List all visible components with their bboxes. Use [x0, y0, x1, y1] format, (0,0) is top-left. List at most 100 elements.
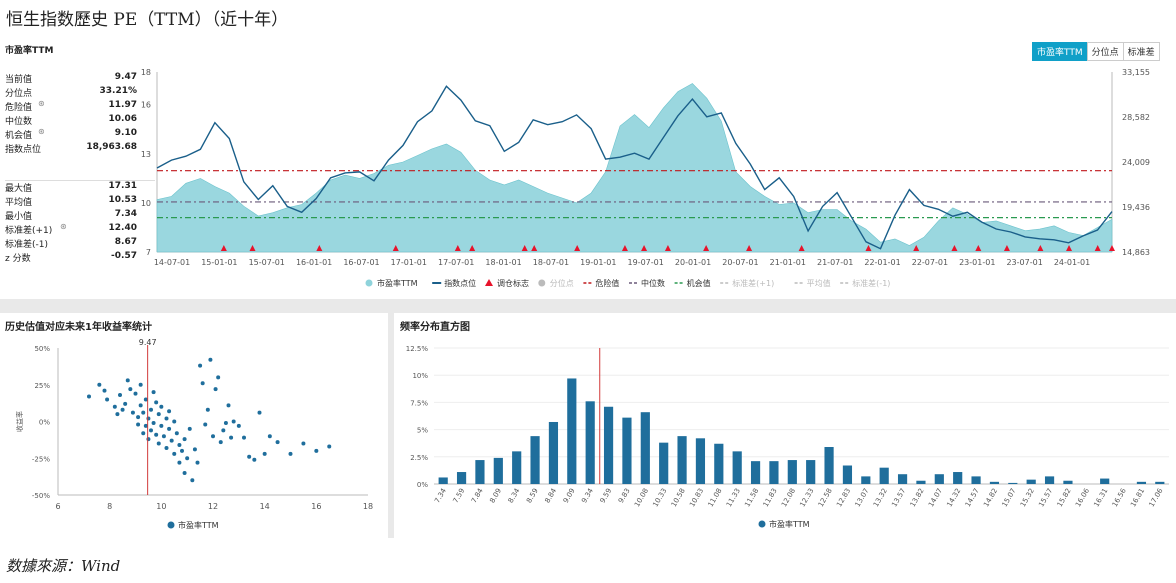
legend-label: 中位数 — [641, 278, 665, 288]
x-tick: 11.58 — [743, 487, 760, 508]
x-tick: 12.83 — [835, 487, 852, 508]
scatter-point — [141, 410, 146, 415]
x-tick: 7.34 — [433, 487, 448, 505]
histogram-bar — [1155, 481, 1165, 484]
x-tick: 22-01-01 — [864, 258, 900, 267]
histogram-bar — [603, 406, 614, 484]
x-tick: 9.83 — [617, 487, 632, 505]
histogram-bar — [585, 401, 595, 484]
histogram-bar — [475, 460, 485, 484]
scatter-point — [156, 441, 161, 446]
histogram-bar — [438, 477, 448, 484]
scatter-point — [115, 412, 120, 417]
scatter-point — [236, 423, 241, 428]
scatter-point — [288, 451, 293, 456]
legend-label: 危险值 — [595, 278, 619, 288]
histogram-bar — [640, 412, 650, 484]
x-tick: 19-01-01 — [580, 258, 616, 267]
y-left-tick: 18 — [141, 68, 151, 77]
x-tick: 11.33 — [725, 487, 742, 508]
stat-std-plus: 标准差(+1) ⊛ 12.40 — [5, 222, 137, 236]
x-tick: 21-01-01 — [770, 258, 806, 267]
x-tick: 11.83 — [762, 487, 779, 508]
histogram-bar — [695, 438, 706, 484]
y-right-tick: 33,155 — [1122, 68, 1150, 77]
rebalance-marker — [249, 245, 256, 251]
scatter-point — [136, 415, 141, 420]
x-tick: 24-01-01 — [1054, 258, 1090, 267]
histogram-bar — [989, 481, 1000, 484]
x-tick: 12.58 — [817, 487, 834, 508]
rebalance-marker — [1003, 245, 1010, 251]
scatter-point — [136, 422, 141, 427]
scatter-point — [314, 448, 319, 453]
rebalance-marker — [454, 245, 461, 251]
x-tick: 9.59 — [599, 487, 614, 505]
histogram-bar — [897, 474, 908, 484]
current-value-label: 9.47 — [139, 338, 157, 347]
y-tick: -50% — [32, 492, 50, 500]
scatter-point — [102, 388, 107, 393]
histogram-title: 频率分布直方图 — [400, 322, 470, 333]
view-toggle: 市盈率TTM 分位点 标准差 — [1032, 42, 1160, 61]
page-title: 恒生指数歷史 PE（TTM）（近十年） — [6, 10, 289, 30]
btn-percentile[interactable]: 分位点 — [1086, 42, 1124, 61]
histogram-bar — [1063, 480, 1073, 484]
scatter-point — [143, 397, 148, 402]
scatter-point — [87, 394, 91, 399]
btn-stddev[interactable]: 标准差 — [1122, 42, 1160, 61]
histogram-bar — [787, 460, 797, 484]
scatter-point — [151, 420, 156, 425]
x-tick: 8.34 — [507, 487, 522, 505]
scatter-point — [128, 387, 133, 392]
x-tick: 16.06 — [1074, 487, 1091, 509]
return-scatter-chart: -50% -25% 0% 25% 50% 6 8 10 12 14 16 18 收益率 9.47 市盈率TT… — [15, 338, 373, 530]
legend-label: 市盈率TTM — [769, 519, 810, 529]
x-tick: 16.81 — [1129, 487, 1146, 508]
legend-item: 平均值 — [794, 278, 831, 288]
x-tick: 14.07 — [927, 487, 944, 508]
y-tick: 0% — [417, 481, 428, 489]
legend-label: 标准差(-1) — [852, 278, 890, 288]
scatter-point — [213, 387, 218, 392]
frequency-histogram: 0% 2.5% 5% 7.5% 10% 12.5% 7.34 7.59 7.84 8.09 8.34… — [406, 345, 1169, 529]
x-tick: 15-07-01 — [249, 258, 285, 267]
y-tick: 25% — [34, 382, 50, 390]
y-tick: 7.5% — [410, 399, 428, 407]
section-separator — [0, 299, 1176, 313]
histogram-bar — [1044, 476, 1055, 484]
data-source: 数據來源：Wind — [6, 557, 121, 575]
legend-dot-icon — [538, 279, 546, 287]
legend-label: 分位点 — [550, 278, 574, 288]
scatter-point — [200, 381, 205, 386]
section-label: 市盈率TTM — [5, 46, 54, 56]
legend-dot-icon — [365, 279, 373, 287]
scatter-point — [138, 382, 143, 387]
x-tick: 13.57 — [890, 487, 907, 508]
info-icon[interactable]: ⊛ — [60, 222, 67, 231]
x-tick: 14-07-01 — [154, 258, 190, 267]
scatter-point — [182, 437, 187, 442]
scatter-point — [156, 412, 161, 417]
rebalance-marker — [798, 245, 805, 251]
histogram-bar — [714, 443, 724, 484]
scatter-point — [97, 382, 102, 387]
scatter-point — [167, 426, 172, 431]
info-icon[interactable]: ⊛ — [38, 127, 45, 136]
x-tick: 15.07 — [1001, 487, 1018, 508]
scatter-point — [231, 419, 236, 424]
legend-item: 标准差(+1) — [720, 278, 774, 288]
histogram-bar — [842, 465, 853, 484]
legend-item: 调仓标志 — [485, 278, 529, 288]
histogram-bar — [1136, 481, 1147, 484]
legend-label: 市盈率TTM — [178, 520, 219, 530]
scatter-point — [149, 428, 153, 433]
scatter-point — [118, 393, 122, 398]
rebalance-marker — [392, 245, 399, 251]
legend-dot-icon — [167, 521, 175, 529]
legend-item: 危险值 — [583, 278, 619, 288]
scatter-point — [327, 444, 332, 449]
info-icon[interactable]: ⊛ — [38, 99, 45, 108]
x-tick: 20-07-01 — [722, 258, 758, 267]
legend-label: 市盈率TTM — [377, 278, 418, 288]
